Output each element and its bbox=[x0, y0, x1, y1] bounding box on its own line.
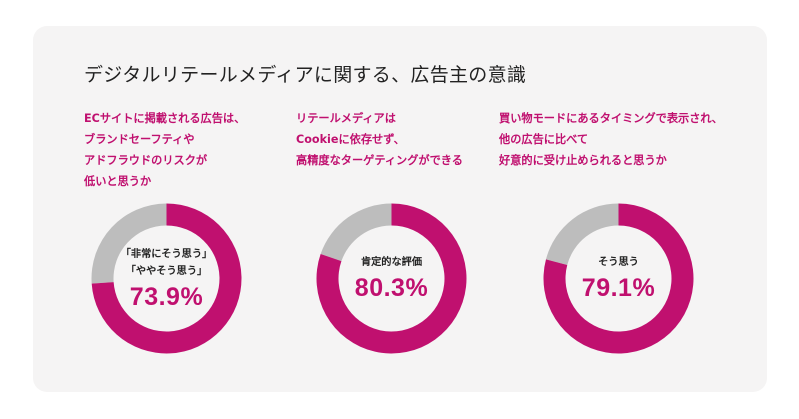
donut-2-center-label: 肯定的な評価 bbox=[360, 257, 423, 268]
donut-2-remainder-slice bbox=[320, 203, 392, 262]
question-3: 買い物モードにあるタイミングで表示され、 他の広告に比べて 好意的に受け止められ… bbox=[499, 108, 723, 171]
donut-1-remainder-slice bbox=[91, 203, 167, 284]
donut-3-center-label: そう思う bbox=[598, 257, 639, 268]
question-1: ECサイトに掲載される広告は、 ブランドセーフティや アドフラウドのリスクが 低… bbox=[84, 108, 245, 192]
donut-1-center-label: 「ややそう思う」 bbox=[125, 265, 208, 277]
question-3-line: 買い物モードにあるタイミングで表示され、 bbox=[499, 112, 723, 125]
donut-3-remainder-slice bbox=[545, 203, 619, 265]
question-3-line: 他の広告に比べて bbox=[499, 133, 589, 146]
donut-chart-1: 「非常にそう思う」 「ややそう思う」 73.9% bbox=[91, 203, 242, 354]
donut-2-center: 肯定的な評価 80.3% bbox=[316, 203, 467, 354]
question-1-line: ECサイトに掲載される広告は、 bbox=[84, 112, 246, 125]
question-2-line: Cookieに依存せず、 bbox=[296, 133, 405, 146]
question-3-line: 好意的に受け止められると思うか bbox=[499, 154, 667, 167]
question-2-line: 高精度なターゲティングができる bbox=[296, 154, 463, 167]
donut-1-center-label: 「非常にそう思う」 bbox=[120, 248, 213, 260]
donut-1-value-label: 73.9% bbox=[129, 282, 204, 311]
donut-1-value-slice bbox=[91, 203, 242, 354]
question-2: リテールメディアは Cookieに依存せず、 高精度なターゲティングができる bbox=[296, 108, 463, 171]
donut-3-value-slice bbox=[543, 203, 694, 354]
question-1-line: ブランドセーフティや bbox=[84, 133, 195, 146]
donut-svg-1 bbox=[91, 203, 242, 354]
donut-2-value-slice bbox=[316, 203, 467, 354]
donut-svg-2 bbox=[316, 203, 467, 354]
page-title: デジタルリテールメディアに関する、広告主の意識 bbox=[84, 64, 527, 86]
donut-1-center: 「非常にそう思う」 「ややそう思う」 73.9% bbox=[91, 203, 242, 354]
donut-svg-3 bbox=[543, 203, 694, 354]
donut-chart-3: そう思う 79.1% bbox=[543, 203, 694, 354]
donut-3-value-label: 79.1% bbox=[581, 274, 656, 302]
question-2-line: リテールメディアは bbox=[296, 112, 396, 125]
question-1-line: 低いと思うか bbox=[84, 175, 152, 188]
donut-2-value-label: 80.3% bbox=[354, 274, 429, 302]
donut-chart-2: 肯定的な評価 80.3% bbox=[316, 203, 467, 354]
donut-3-center: そう思う 79.1% bbox=[543, 203, 694, 354]
question-1-line: アドフラウドのリスクが bbox=[84, 154, 208, 167]
